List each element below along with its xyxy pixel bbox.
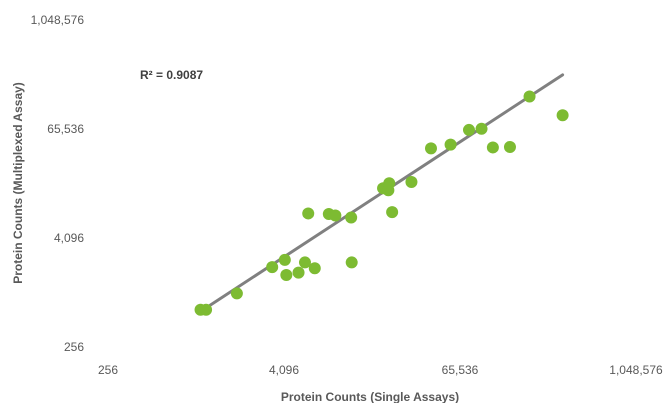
scatter-point [475, 122, 488, 135]
x-tick-label: 256 [98, 363, 118, 377]
scatter-point [503, 140, 516, 153]
tick-label-layer: 256 4,096 65,536 1,048,576 256 4,096 65,536 1,0… [31, 13, 663, 377]
scatter-point [345, 211, 358, 224]
y-tick-label: 1,048,576 [31, 13, 85, 27]
y-axis-title: Protein Counts (Multiplexed Assay) [11, 82, 25, 284]
scatter-point [308, 262, 321, 275]
x-tick-label: 65,536 [442, 363, 479, 377]
scatter-point [556, 109, 569, 122]
scatter-point [405, 176, 418, 189]
scatter-point [266, 261, 279, 274]
y-tick-label: 4,096 [54, 231, 84, 245]
scatter-point [345, 256, 358, 269]
scatter-point [444, 138, 457, 151]
r-squared-annotation: R² = 0.9087 [140, 68, 203, 82]
scatter-point [486, 141, 499, 154]
y-tick-label: 256 [64, 340, 84, 354]
points-layer [194, 90, 569, 316]
scatter-point [230, 287, 243, 300]
scatter-point [302, 207, 315, 220]
scatter-point [292, 266, 305, 279]
scatter-point [200, 303, 213, 316]
x-axis-title: Protein Counts (Single Assays) [281, 390, 459, 403]
scatter-point [523, 90, 536, 103]
scatter-point [298, 256, 311, 269]
y-tick-label: 65,536 [47, 122, 84, 136]
scatter-point [462, 123, 475, 136]
x-tick-label: 1,048,576 [609, 363, 663, 377]
scatter-point [383, 177, 396, 190]
scatter-point [424, 142, 437, 155]
scatter-point [280, 268, 293, 281]
scatter-point [278, 253, 291, 266]
scatter-point [329, 209, 342, 222]
scatter-point [386, 206, 399, 219]
x-tick-label: 4,096 [269, 363, 299, 377]
